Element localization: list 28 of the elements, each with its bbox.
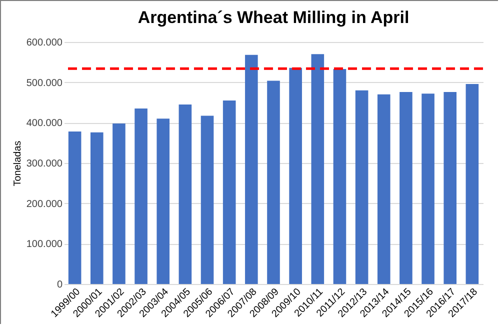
y-axis-title: Toneladas bbox=[12, 140, 24, 186]
bar bbox=[156, 118, 170, 284]
bar bbox=[400, 92, 412, 284]
bar bbox=[267, 80, 280, 284]
bar bbox=[466, 84, 479, 284]
bar bbox=[112, 123, 126, 284]
y-tick-label: 0 bbox=[56, 280, 63, 290]
bar bbox=[245, 54, 258, 284]
bar bbox=[377, 94, 390, 284]
bar bbox=[444, 92, 457, 284]
y-tick-label: 100.000 bbox=[26, 239, 63, 250]
bar bbox=[289, 68, 302, 284]
bar bbox=[355, 90, 368, 284]
y-tick-label: 600.000 bbox=[26, 38, 63, 48]
bar bbox=[422, 94, 434, 284]
bar bbox=[222, 100, 236, 284]
chart-title: Argentina´s Wheat Milling in April bbox=[138, 8, 410, 27]
bar bbox=[178, 104, 192, 284]
y-tick-label: 400.000 bbox=[26, 118, 63, 130]
y-tick-label: 500.000 bbox=[26, 78, 63, 89]
bar bbox=[311, 54, 324, 284]
bar bbox=[90, 132, 104, 284]
bar bbox=[333, 69, 346, 284]
bar bbox=[200, 116, 214, 284]
bar bbox=[68, 132, 82, 284]
bar bbox=[134, 108, 148, 284]
y-tick-label: 300.000 bbox=[26, 158, 63, 170]
y-tick-label: 200.000 bbox=[26, 198, 63, 210]
